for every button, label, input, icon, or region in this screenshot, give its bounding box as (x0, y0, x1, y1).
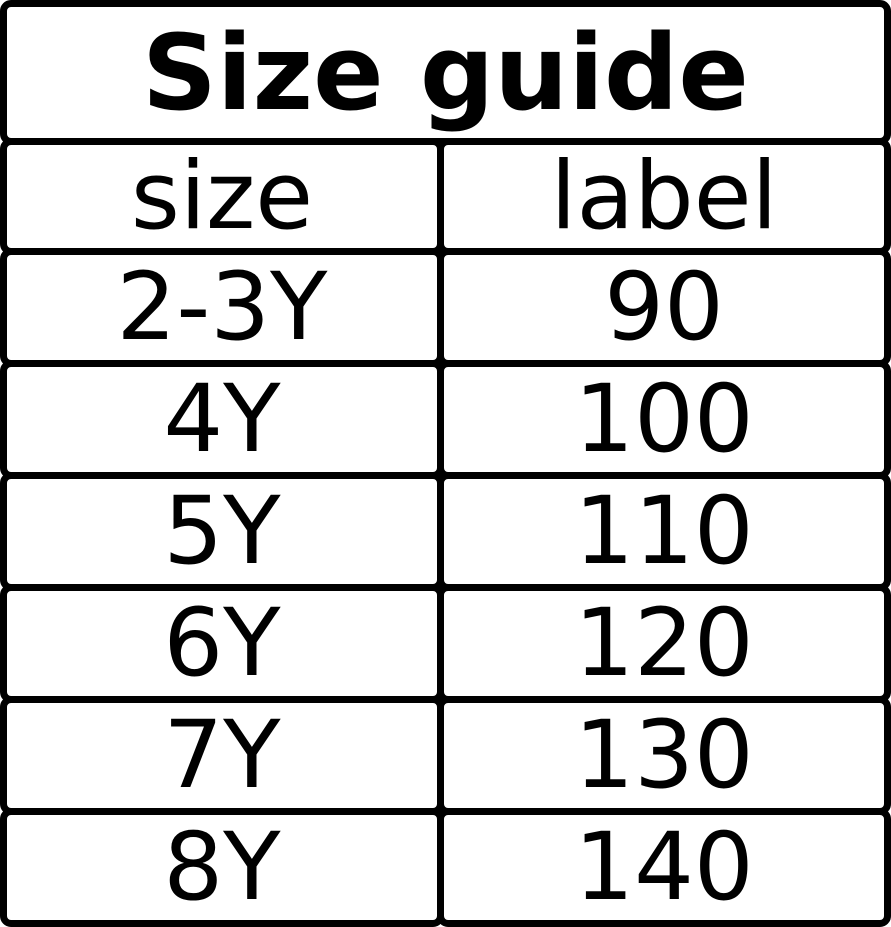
header-row: size label (0, 138, 891, 255)
table-row: 5Y 110 (0, 472, 891, 591)
label-value: 120 (437, 584, 891, 703)
size-value: 2-3Y (0, 248, 444, 367)
column-header-size: size (0, 138, 444, 255)
size-value: 7Y (0, 696, 444, 815)
size-value: 4Y (0, 360, 444, 479)
size-value: 6Y (0, 584, 444, 703)
title-row: Size guide (0, 0, 891, 145)
column-header-label: label (437, 138, 891, 255)
table-row: 2-3Y 90 (0, 248, 891, 367)
label-value: 90 (437, 248, 891, 367)
table-row: 4Y 100 (0, 360, 891, 479)
table-row: 8Y 140 (0, 808, 891, 927)
table-row: 7Y 130 (0, 696, 891, 815)
label-value: 100 (437, 360, 891, 479)
size-value: 5Y (0, 472, 444, 591)
size-value: 8Y (0, 808, 444, 927)
table-title: Size guide (0, 0, 891, 145)
label-value: 110 (437, 472, 891, 591)
table-row: 6Y 120 (0, 584, 891, 703)
label-value: 130 (437, 696, 891, 815)
label-value: 140 (437, 808, 891, 927)
